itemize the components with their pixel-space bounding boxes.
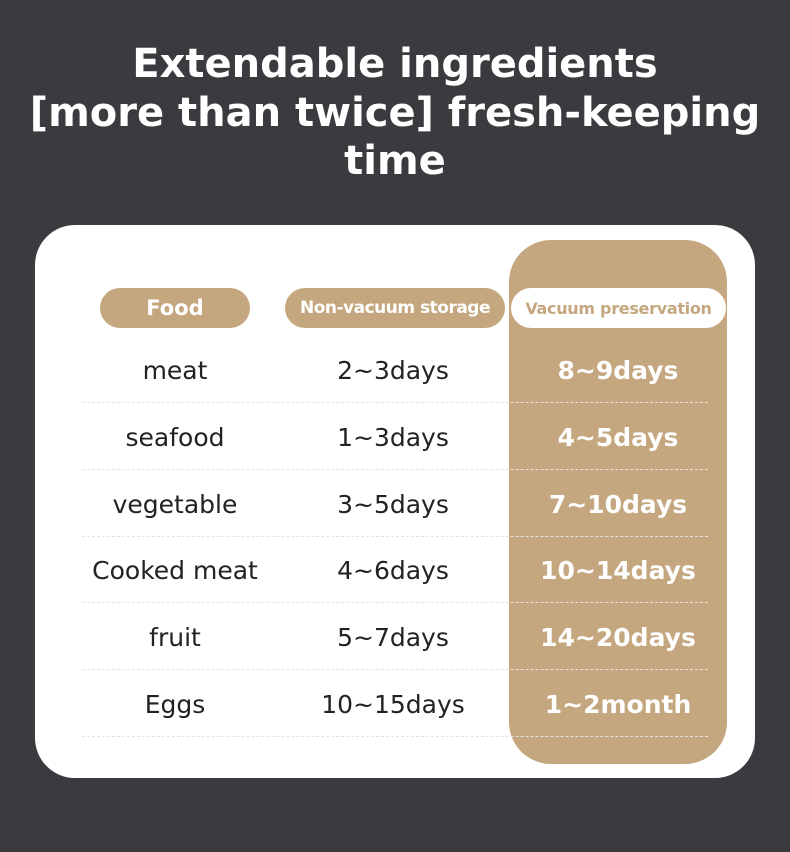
vacuum-cell: 10~14days [540,556,696,586]
non-vacuum-cell: 4~6days [337,556,449,586]
vacuum-cell: 1~2month [544,690,692,719]
food-cell: Cooked meat [92,556,258,586]
vacuum-cell: 14~20days [540,623,696,653]
food-cell: seafood [125,422,225,452]
non-vacuum-cell: 2~3days [337,356,449,385]
non-vacuum-cell: 1~3days [337,422,449,452]
headline-line-2: [more than twice] fresh-keeping time [29,90,761,184]
row-divider [82,402,708,403]
non-vacuum-cell: 3~5days [337,489,449,519]
non-vacuum-cell: 10~15days [321,690,465,719]
header-non-vacuum: Non-vacuum storage [285,288,505,328]
vacuum-cell: 4~5days [557,422,679,452]
food-cell: fruit [149,623,201,653]
vacuum-cell: 8~9days [557,356,679,385]
vacuum-cell: 7~10days [548,489,688,519]
row-divider [82,535,708,537]
header-vacuum: Vacuum preservation [511,288,726,328]
row-divider [82,602,708,604]
row-divider [82,468,708,470]
food-cell: vegetable [112,489,238,519]
row-divider [82,669,708,671]
row-divider [82,736,708,737]
food-cell: meat [142,356,208,385]
headline-line-1: Extendable ingredients [132,41,658,87]
non-vacuum-cell: 5~7days [337,623,449,653]
header-food: Food [100,288,250,328]
food-cell: Eggs [144,690,206,719]
